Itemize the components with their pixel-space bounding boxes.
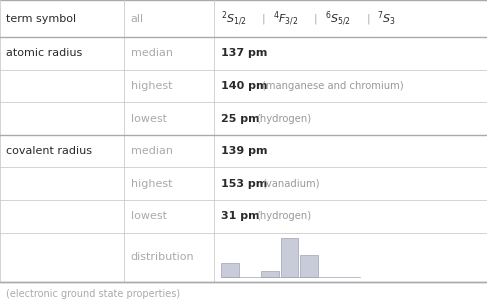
Text: term symbol: term symbol: [6, 14, 76, 23]
Text: (electronic ground state properties): (electronic ground state properties): [6, 289, 181, 299]
Text: (vanadium): (vanadium): [262, 179, 320, 189]
Text: |: |: [314, 13, 318, 24]
Text: ${}^{7}S_{3}$: ${}^{7}S_{3}$: [377, 9, 395, 28]
Text: 139 pm: 139 pm: [221, 146, 267, 156]
Text: 137 pm: 137 pm: [221, 48, 267, 59]
Text: covalent radius: covalent radius: [6, 146, 93, 156]
Text: atomic radius: atomic radius: [6, 48, 83, 59]
Text: all: all: [131, 14, 144, 23]
Text: (hydrogen): (hydrogen): [256, 211, 311, 221]
Text: highest: highest: [131, 179, 172, 189]
Text: 31 pm: 31 pm: [221, 211, 259, 221]
Bar: [300, 255, 318, 277]
Text: |: |: [366, 13, 370, 24]
Text: ${}^{2}S_{1/2}$: ${}^{2}S_{1/2}$: [221, 9, 246, 28]
Text: lowest: lowest: [131, 113, 167, 124]
Bar: [221, 263, 239, 277]
Text: highest: highest: [131, 81, 172, 91]
Text: distribution: distribution: [131, 252, 194, 262]
Bar: [261, 271, 279, 277]
Text: ${}^{4}F_{3/2}$: ${}^{4}F_{3/2}$: [273, 9, 298, 28]
Text: (manganese and chromium): (manganese and chromium): [262, 81, 404, 91]
Bar: [281, 238, 299, 277]
Text: median: median: [131, 146, 172, 156]
Text: (hydrogen): (hydrogen): [256, 113, 311, 124]
Text: lowest: lowest: [131, 211, 167, 221]
Text: ${}^{6}S_{5/2}$: ${}^{6}S_{5/2}$: [325, 9, 351, 28]
Text: 153 pm: 153 pm: [221, 179, 267, 189]
Text: |: |: [262, 13, 265, 24]
Text: median: median: [131, 48, 172, 59]
Text: 25 pm: 25 pm: [221, 113, 259, 124]
Text: 140 pm: 140 pm: [221, 81, 267, 91]
